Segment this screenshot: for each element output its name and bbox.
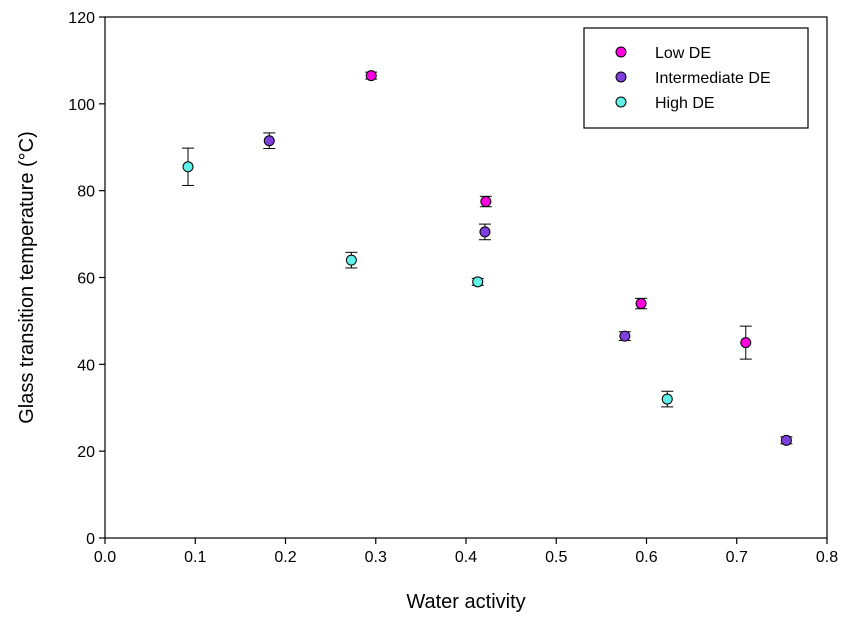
data-point [479, 226, 491, 238]
data-point [740, 337, 752, 349]
data-point [480, 196, 492, 208]
legend-label: Intermediate DE [655, 70, 771, 87]
x-tick-label: 0.5 [545, 549, 567, 566]
legend: Low DE Intermediate DE High DE [583, 27, 809, 129]
data-point [345, 254, 357, 266]
y-tick-label: 0 [86, 531, 95, 548]
data-point [780, 434, 792, 446]
x-tick-label: 0.2 [274, 549, 296, 566]
x-tick-label: 0.8 [816, 549, 838, 566]
x-axis-title: Water activity [406, 591, 525, 613]
ticks: 0.0 0.1 0.2 0.3 0.4 0.5 0.6 0.7 0.8 0 20 40 60 80 100 1… [68, 10, 838, 566]
data-point [661, 393, 673, 405]
legend-marker [615, 71, 627, 83]
y-tick-label: 40 [77, 357, 95, 374]
data-point [365, 70, 377, 82]
x-tick-label: 0.0 [94, 549, 116, 566]
y-tick-label: 80 [77, 184, 95, 201]
data-point [619, 330, 631, 342]
y-tick-label: 120 [68, 10, 95, 27]
data-point [182, 161, 194, 173]
y-tick-label: 100 [68, 97, 95, 114]
x-tick-label: 0.4 [455, 549, 477, 566]
x-tick-label: 0.3 [365, 549, 387, 566]
x-tick-label: 0.1 [184, 549, 206, 566]
data-point [635, 298, 647, 310]
data-point [263, 135, 275, 147]
legend-marker [615, 96, 627, 108]
data-points [182, 70, 793, 446]
legend-label: Low DE [655, 45, 711, 62]
y-axis-title: Glass transition temperature (°C) [16, 131, 38, 424]
legend-marker [615, 46, 627, 58]
y-tick-label: 60 [77, 271, 95, 288]
legend-label: High DE [655, 95, 715, 112]
data-point [472, 276, 484, 288]
x-tick-label: 0.7 [726, 549, 748, 566]
y-tick-label: 20 [77, 444, 95, 461]
x-tick-label: 0.6 [635, 549, 657, 566]
